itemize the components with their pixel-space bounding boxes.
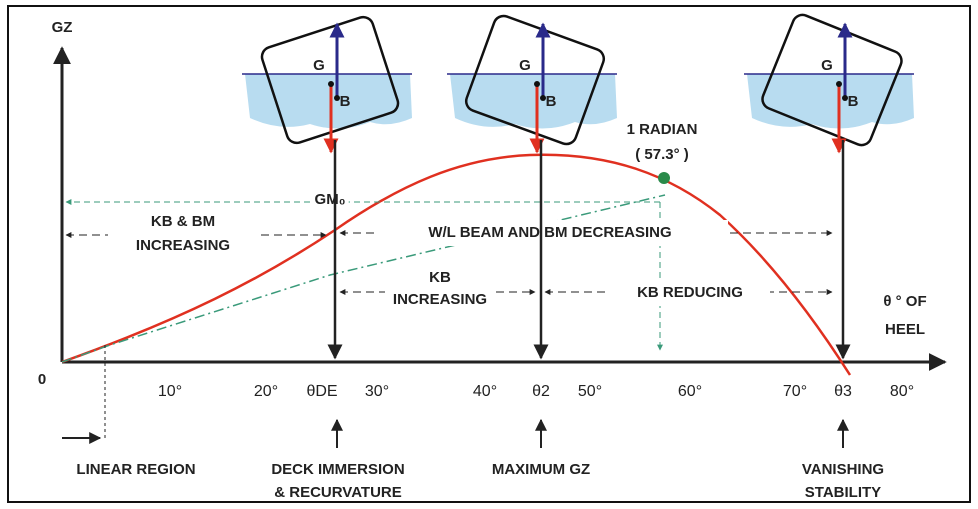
- tick-labels: 10° 20° θDE 30° 40° θ2 50° 60° 70° θ3 80°: [158, 383, 914, 400]
- annotation: ( 57.3° ): [635, 146, 689, 163]
- bottom-label: MAXIMUM GZ: [492, 461, 590, 478]
- x-tick-label: θDE: [306, 383, 337, 400]
- x-axis-label: HEEL: [885, 321, 925, 338]
- bottom-label: STABILITY: [805, 484, 881, 501]
- radian-point: [658, 172, 670, 184]
- hull: [464, 14, 606, 146]
- annotation: GM₀: [315, 191, 346, 208]
- b-label: B: [340, 93, 351, 110]
- x-tick-label: 80°: [890, 383, 914, 400]
- x-tick-label: θ2: [532, 383, 550, 400]
- annotation: INCREASING: [393, 291, 487, 308]
- water: [747, 74, 914, 129]
- x-axis-label: θ ° OF: [883, 293, 926, 310]
- g-label: G: [519, 57, 531, 74]
- origin-label: 0: [38, 371, 46, 388]
- bottom-label: LINEAR REGION: [76, 461, 195, 478]
- b-point: [842, 95, 848, 101]
- g-label: G: [821, 57, 833, 74]
- x-tick-label: 10°: [158, 383, 182, 400]
- x-tick-label: 50°: [578, 383, 602, 400]
- annotation: 1 RADIAN: [627, 121, 698, 138]
- tangent-line: [61, 194, 666, 363]
- bottom-label: & RECURVATURE: [274, 484, 402, 501]
- annotation: W/L BEAM AND BM DECREASING: [428, 224, 671, 241]
- bottom-label: DECK IMMERSION: [271, 461, 404, 478]
- g-point: [328, 81, 334, 87]
- x-tick-label: 70°: [783, 383, 807, 400]
- g-point: [534, 81, 540, 87]
- water: [450, 74, 617, 129]
- ship: GB: [447, 14, 617, 360]
- annotation: INCREASING: [136, 237, 230, 254]
- x-tick-label: 60°: [678, 383, 702, 400]
- b-point: [540, 95, 546, 101]
- y-axis-label: GZ: [52, 19, 73, 36]
- x-tick-label: 20°: [254, 383, 278, 400]
- b-point: [334, 95, 340, 101]
- label-bg: [108, 210, 770, 312]
- annotation-bg: GM₀: [315, 191, 346, 208]
- annotation: KB & BM: [151, 213, 215, 230]
- annotation: KB REDUCING: [637, 284, 743, 301]
- x-tick-label: 40°: [473, 383, 497, 400]
- ship: GB: [744, 13, 914, 360]
- frame: [7, 5, 971, 503]
- hull: [260, 15, 400, 145]
- b-label: B: [848, 93, 859, 110]
- bottom-label: VANISHING: [802, 461, 884, 478]
- g-label: G: [313, 57, 325, 74]
- annotation: KB: [429, 269, 451, 286]
- ship: GB: [242, 15, 412, 360]
- water: [245, 74, 412, 129]
- x-tick-label: θ3: [834, 383, 852, 400]
- g-point: [836, 81, 842, 87]
- x-tick-label: 30°: [365, 383, 389, 400]
- gz-curve: [61, 153, 852, 376]
- b-label: B: [546, 93, 557, 110]
